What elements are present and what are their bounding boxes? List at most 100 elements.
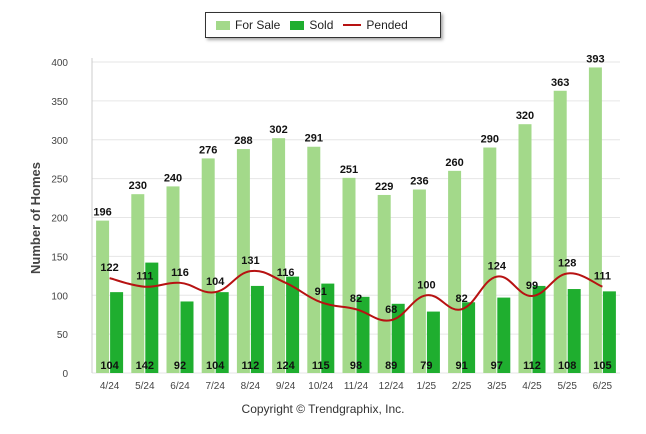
for-sale-swatch bbox=[216, 20, 230, 30]
pended-value-label: 104 bbox=[206, 276, 225, 288]
sold-bar bbox=[250, 285, 264, 373]
for-sale-bar bbox=[588, 67, 602, 373]
y-tick-label: 0 bbox=[62, 369, 68, 380]
y-tick-label: 400 bbox=[51, 58, 68, 69]
pended-value-label: 82 bbox=[350, 293, 362, 305]
y-tick-label: 250 bbox=[51, 175, 68, 186]
pended-value-label: 68 bbox=[385, 304, 397, 316]
pended-value-label: 111 bbox=[594, 271, 611, 283]
sold-bar bbox=[286, 276, 300, 373]
pended-value-label: 131 bbox=[241, 255, 259, 267]
x-tick-label: 4/25 bbox=[522, 381, 542, 392]
for-sale-bar bbox=[377, 194, 391, 373]
sold-value-label: 104 bbox=[100, 360, 119, 372]
bars-group bbox=[96, 67, 616, 373]
legend-item-for-sale[interactable]: For Sale bbox=[216, 18, 280, 32]
for-sale-bar bbox=[307, 146, 321, 373]
x-tick-label: 2/25 bbox=[452, 381, 472, 392]
sold-value-label: 112 bbox=[523, 360, 541, 372]
legend-label-sold: Sold bbox=[309, 18, 334, 32]
x-tick-label: 9/24 bbox=[276, 381, 296, 392]
for-sale-value-label: 240 bbox=[164, 172, 182, 184]
sold-value-label: 104 bbox=[206, 360, 225, 372]
x-tick-label: 6/25 bbox=[593, 381, 613, 392]
for-sale-bar bbox=[96, 220, 110, 373]
for-sale-value-label: 393 bbox=[586, 53, 604, 65]
for-sale-bar bbox=[412, 189, 426, 373]
sold-value-label: 105 bbox=[593, 360, 611, 372]
sold-value-label: 112 bbox=[242, 360, 260, 372]
for-sale-value-label: 230 bbox=[129, 180, 147, 192]
sold-bar bbox=[215, 292, 229, 373]
sold-bar bbox=[497, 297, 511, 373]
for-sale-value-label: 302 bbox=[269, 124, 287, 136]
sold-value-label: 91 bbox=[455, 360, 467, 372]
for-sale-value-label: 251 bbox=[340, 164, 358, 176]
for-sale-value-label: 363 bbox=[551, 77, 569, 89]
y-tick-label: 350 bbox=[51, 97, 68, 108]
x-tick-label: 1/25 bbox=[417, 381, 437, 392]
pended-value-label: 122 bbox=[100, 262, 118, 274]
sold-bar bbox=[532, 285, 546, 373]
for-sale-bar bbox=[553, 90, 567, 373]
for-sale-bar bbox=[518, 124, 532, 373]
y-tick-label: 150 bbox=[51, 252, 68, 263]
legend: For Sale Sold Pended bbox=[205, 12, 441, 38]
pended-line bbox=[109, 269, 603, 322]
sold-bar bbox=[145, 262, 159, 373]
for-sale-value-label: 229 bbox=[375, 181, 393, 193]
x-tick-label: 10/24 bbox=[308, 381, 333, 392]
for-sale-value-label: 260 bbox=[445, 157, 463, 169]
pended-value-label: 124 bbox=[488, 261, 507, 273]
pended-value-label: 82 bbox=[455, 293, 467, 305]
x-axis: 4/24 5/24 6/24 7/24 8/24 9/24 10/24 11/24 12/24 1… bbox=[100, 381, 613, 392]
sold-value-label: 92 bbox=[174, 360, 186, 372]
pended-value-label: 116 bbox=[171, 267, 189, 279]
sold-bar bbox=[567, 289, 581, 373]
for-sale-bar bbox=[166, 186, 180, 373]
y-axis: 0 50 100 150 200 250 300 350 400 bbox=[51, 58, 68, 380]
grid-lines bbox=[91, 58, 620, 374]
x-tick-label: 5/24 bbox=[135, 381, 155, 392]
for-sale-value-label: 236 bbox=[410, 176, 428, 188]
for-sale-value-label: 276 bbox=[199, 144, 217, 156]
sold-bar bbox=[426, 311, 440, 373]
legend-item-pended[interactable]: Pended bbox=[343, 18, 408, 32]
x-tick-label: 5/25 bbox=[557, 381, 577, 392]
y-tick-label: 100 bbox=[51, 291, 68, 302]
x-tick-label: 8/24 bbox=[241, 381, 261, 392]
sold-bar bbox=[462, 302, 476, 373]
for-sale-bar bbox=[131, 194, 145, 373]
for-sale-bar bbox=[201, 158, 215, 373]
x-tick-label: 12/24 bbox=[379, 381, 404, 392]
sold-value-label: 89 bbox=[385, 360, 397, 372]
x-tick-label: 11/24 bbox=[344, 381, 369, 392]
x-tick-label: 4/24 bbox=[100, 381, 120, 392]
legend-label-for-sale: For Sale bbox=[235, 18, 281, 32]
sold-bar bbox=[391, 303, 405, 373]
for-sale-value-label: 320 bbox=[516, 110, 534, 122]
for-sale-bar bbox=[272, 138, 286, 373]
x-tick-label: 3/25 bbox=[487, 381, 507, 392]
pended-value-label: 99 bbox=[526, 280, 538, 292]
pended-value-label: 100 bbox=[417, 279, 435, 291]
sold-value-label: 79 bbox=[420, 360, 432, 372]
sold-bar bbox=[356, 296, 370, 373]
pended-value-label: 111 bbox=[136, 271, 153, 283]
for-sale-value-label: 291 bbox=[305, 133, 323, 145]
pended-value-label: 91 bbox=[315, 286, 327, 298]
data-labels: 196 104 230 142 240 92 276 104 288 112 302 124 291 11… bbox=[93, 53, 611, 372]
for-sale-bar bbox=[342, 177, 356, 373]
pended-value-label: 128 bbox=[558, 257, 576, 269]
sold-bar bbox=[180, 301, 194, 373]
legend-item-sold[interactable]: Sold bbox=[290, 18, 333, 32]
y-tick-label: 200 bbox=[51, 214, 68, 225]
sold-bar bbox=[110, 292, 124, 373]
y-tick-label: 300 bbox=[51, 136, 68, 147]
for-sale-bar bbox=[448, 170, 462, 373]
legend-label-pended: Pended bbox=[366, 18, 408, 32]
for-sale-value-label: 288 bbox=[234, 135, 252, 147]
copyright-text: Copyright © Trendgraphix, Inc. bbox=[241, 402, 405, 416]
for-sale-bar bbox=[236, 149, 250, 373]
